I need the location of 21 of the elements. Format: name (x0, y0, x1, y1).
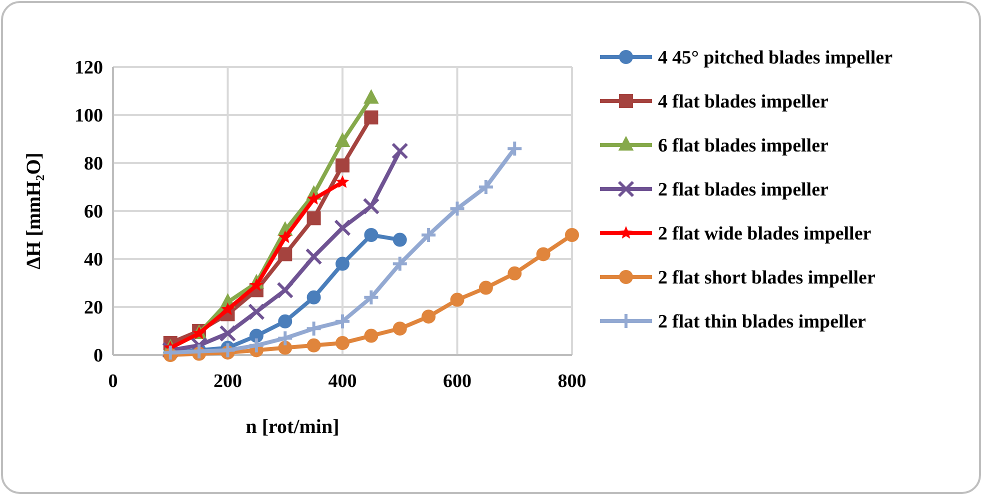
y-tick-label: 60 (84, 202, 103, 223)
legend-label: 4 45° pitched blades impeller (658, 48, 894, 69)
y-tick-label: 20 (84, 298, 103, 319)
legend-label: 2 flat thin blades impeller (658, 312, 867, 333)
y-tick-label: 0 (94, 346, 103, 367)
legend-label: 2 flat short blades impeller (658, 268, 876, 289)
x-tick-label: 800 (558, 371, 586, 392)
legend-label: 4 flat blades impeller (658, 92, 830, 113)
x-tick-label: 0 (108, 371, 118, 392)
y-tick-label: 40 (84, 250, 103, 271)
legend-label: 6 flat blades impeller (658, 136, 830, 157)
x-tick-label: 400 (328, 371, 357, 392)
x-axis-title: n [rot/min] (246, 416, 340, 438)
y-tick-label: 80 (84, 154, 103, 175)
y-tick-label: 100 (74, 106, 103, 127)
y-axis-title: ΔH [mmH₂O] (23, 152, 45, 270)
legend-label: 2 flat wide blades impeller (658, 224, 872, 245)
x-tick-label: 200 (214, 371, 242, 392)
x-tick-label: 600 (443, 371, 472, 392)
legend-label: 2 flat blades impeller (658, 180, 830, 201)
y-tick-label: 120 (74, 58, 103, 79)
